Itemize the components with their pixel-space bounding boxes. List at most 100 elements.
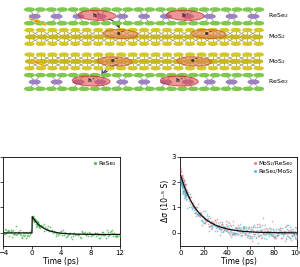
Circle shape [151,42,160,45]
Point [262,231,266,236]
Circle shape [105,60,116,63]
Point [20,235,25,239]
Point [178,184,183,189]
Point [284,224,289,228]
Point [185,196,190,200]
Point [200,217,204,222]
X-axis label: Time (ps): Time (ps) [221,257,256,266]
Point [291,226,296,231]
Point [263,223,268,227]
Circle shape [220,67,229,70]
Circle shape [145,22,154,25]
Point [42,229,47,233]
Point [214,229,219,233]
Circle shape [25,42,34,45]
Circle shape [208,67,217,70]
Circle shape [71,53,80,56]
Point [210,226,215,230]
Point [178,178,183,182]
Point [184,190,189,194]
Point [265,231,269,235]
Point [190,202,195,206]
Point [256,225,261,230]
Point [184,190,188,194]
Point [264,230,269,234]
Point [266,232,271,236]
Point [203,219,208,223]
Point [229,224,234,229]
Point [26,233,30,237]
Point [248,233,253,238]
Point [31,214,35,218]
Point [202,221,207,225]
Point [214,223,219,228]
Point [187,195,192,199]
Point [86,234,91,238]
Point [14,233,19,237]
Circle shape [117,67,126,70]
Point [250,238,254,243]
Point [234,227,239,232]
Circle shape [140,67,148,70]
Point [178,174,183,178]
Circle shape [105,29,114,32]
Point [278,230,283,234]
Point [15,230,20,235]
Point [55,231,60,235]
Point [272,234,277,238]
Point [78,235,82,239]
Polygon shape [29,19,46,25]
Point [212,223,216,227]
Point [19,235,24,240]
Circle shape [71,67,80,70]
Point [220,229,225,233]
Circle shape [117,29,126,32]
Circle shape [68,87,78,91]
Point [271,231,276,236]
Point [183,186,188,190]
Circle shape [200,73,209,77]
Circle shape [128,35,138,39]
Circle shape [243,67,252,70]
Point [208,223,213,228]
Circle shape [254,87,263,91]
Point [5,229,10,234]
Point [224,222,229,226]
Point [260,216,265,221]
Point [185,193,190,197]
Point [44,227,48,232]
Circle shape [95,80,106,84]
Point [184,194,189,198]
Point [210,224,214,228]
Point [188,200,193,204]
Point [178,167,183,171]
Point [208,223,213,228]
Point [295,234,299,238]
Circle shape [243,29,252,32]
Point [260,230,265,234]
Point [179,178,184,183]
Circle shape [46,22,56,25]
Point [183,191,188,196]
Point [36,223,41,227]
Circle shape [226,15,237,18]
Point [247,236,251,240]
Point [104,228,109,232]
Point [226,227,231,232]
Point [206,223,211,228]
Point [274,234,279,238]
Point [178,179,183,183]
Point [179,181,184,185]
Point [195,209,200,213]
Point [183,191,188,195]
Point [197,210,202,214]
Circle shape [186,67,194,70]
Circle shape [173,35,183,39]
Circle shape [226,80,237,84]
Point [206,216,211,220]
Point [224,227,229,231]
Point [180,191,184,195]
Circle shape [163,29,172,32]
Point [289,238,294,242]
Point [184,189,189,193]
